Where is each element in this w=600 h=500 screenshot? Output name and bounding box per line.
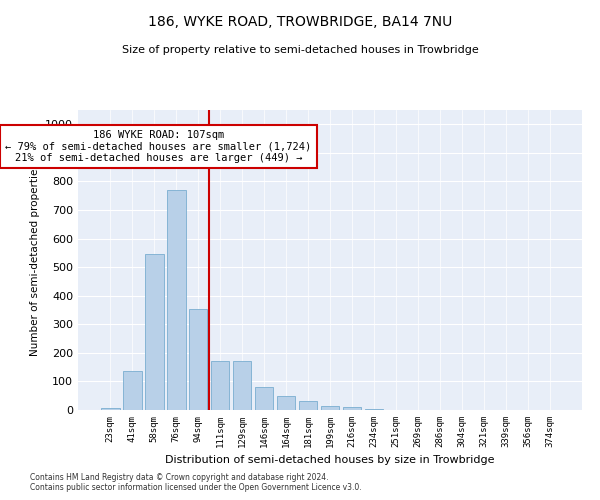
Text: Size of property relative to semi-detached houses in Trowbridge: Size of property relative to semi-detach…: [122, 45, 478, 55]
Bar: [255, 387, 274, 410]
Bar: [101, 408, 119, 410]
Bar: [299, 401, 317, 410]
Bar: [365, 408, 383, 410]
Bar: [343, 407, 361, 410]
Bar: [320, 406, 340, 410]
Text: 186, WYKE ROAD, TROWBRIDGE, BA14 7NU: 186, WYKE ROAD, TROWBRIDGE, BA14 7NU: [148, 15, 452, 29]
Bar: [233, 362, 251, 410]
Text: Contains public sector information licensed under the Open Government Licence v3: Contains public sector information licen…: [30, 484, 362, 492]
Bar: [145, 254, 164, 410]
Bar: [123, 370, 142, 410]
X-axis label: Distribution of semi-detached houses by size in Trowbridge: Distribution of semi-detached houses by …: [165, 456, 495, 466]
Bar: [167, 190, 185, 410]
Text: 186 WYKE ROAD: 107sqm
← 79% of semi-detached houses are smaller (1,724)
21% of s: 186 WYKE ROAD: 107sqm ← 79% of semi-deta…: [5, 130, 312, 163]
Text: Contains HM Land Registry data © Crown copyright and database right 2024.: Contains HM Land Registry data © Crown c…: [30, 474, 329, 482]
Y-axis label: Number of semi-detached properties: Number of semi-detached properties: [29, 164, 40, 356]
Bar: [211, 362, 229, 410]
Bar: [189, 308, 208, 410]
Bar: [277, 396, 295, 410]
